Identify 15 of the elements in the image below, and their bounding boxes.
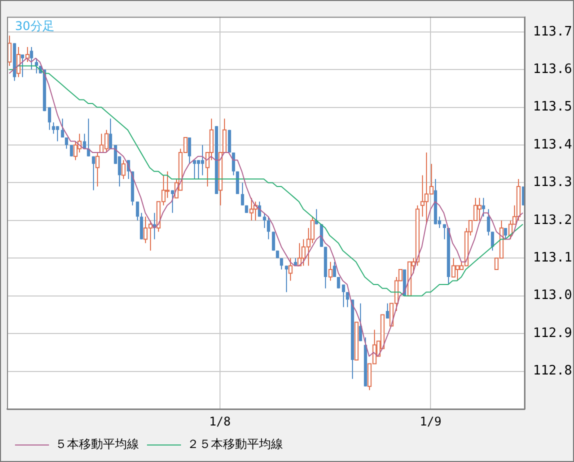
legend-label: ５本移動平均線 [55,437,139,452]
y-tick-label: 113.2 [533,212,572,228]
chart-title: 30分足 [15,18,54,33]
y-tick-label: 113.6 [533,62,572,77]
y-tick-label: 113.1 [533,250,572,266]
y-tick-label: 112.9 [533,326,572,341]
x-tick-label: 1/9 [420,414,442,428]
y-tick-label: 113.7 [533,24,572,40]
y-tick-label: 113.4 [533,137,572,152]
x-tick-label: 1/8 [209,414,231,428]
y-tick-label: 113.0 [533,288,572,304]
y-tick-label: 113.3 [533,175,572,190]
y-tick-label: 113.5 [533,100,572,115]
y-tick-label: 112.8 [533,364,572,379]
legend-label: ２５本移動平均線 [187,437,283,452]
